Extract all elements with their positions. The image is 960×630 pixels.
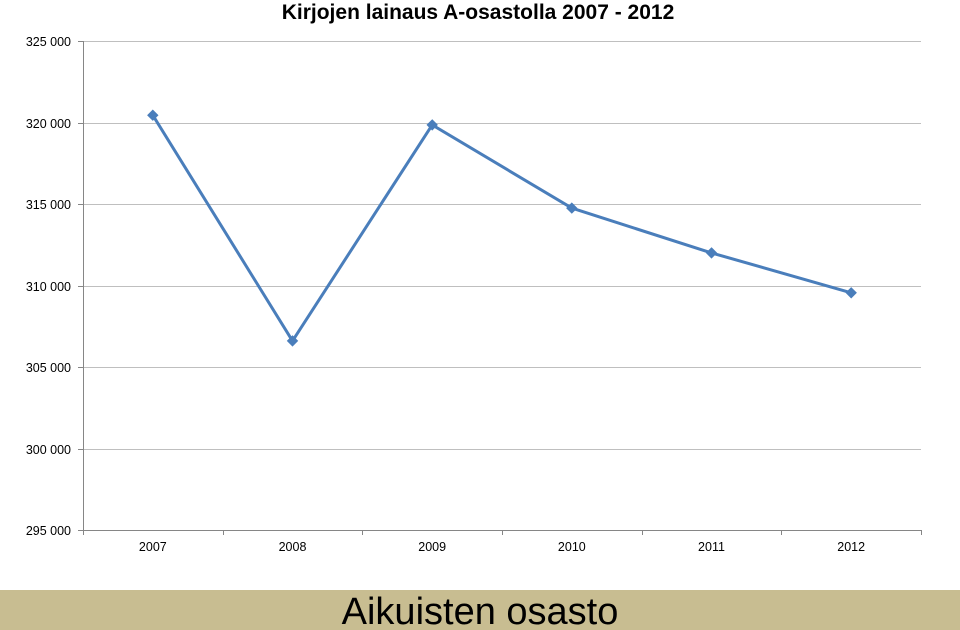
y-tick-labels: 295 000 300 000 305 000 310 000 315 000 320 0… bbox=[26, 35, 71, 538]
data-point-marker bbox=[845, 287, 857, 299]
x-tick-label: 2010 bbox=[558, 540, 586, 554]
chart-title: Kirjojen lainaus A-osastolla 2007 - 2012 bbox=[282, 1, 675, 24]
y-tick-label: 325 000 bbox=[26, 35, 71, 49]
y-tick-label: 315 000 bbox=[26, 198, 71, 212]
chart-canvas: Kirjojen lainaus A-osastolla 2007 - 2012… bbox=[26, 1, 922, 554]
data-point-marker bbox=[705, 247, 718, 259]
footer-title: Aikuisten osasto bbox=[341, 591, 619, 630]
y-tick-label: 305 000 bbox=[26, 361, 71, 375]
gridlines bbox=[83, 41, 921, 450]
x-tick-labels: 2007 2008 2009 2010 2011 2012 bbox=[139, 540, 865, 554]
data-point-marker bbox=[426, 119, 438, 131]
x-tick-label: 2008 bbox=[279, 540, 307, 554]
data-point-marker bbox=[566, 202, 578, 214]
axes bbox=[78, 41, 922, 535]
data-point-marker bbox=[147, 109, 159, 121]
x-tick-label: 2007 bbox=[139, 540, 167, 554]
x-tick-label: 2011 bbox=[698, 540, 725, 554]
y-tick-label: 295 000 bbox=[26, 524, 71, 538]
y-tick-label: 300 000 bbox=[26, 443, 71, 457]
line-chart: Kirjojen lainaus A-osastolla 2007 - 2012… bbox=[26, 1, 922, 554]
footer-banner: Aikuisten osasto bbox=[0, 590, 960, 630]
series-line bbox=[151, 114, 852, 343]
series-layer bbox=[147, 109, 857, 347]
x-tick-label: 2012 bbox=[837, 540, 865, 554]
y-tick-label: 310 000 bbox=[26, 280, 71, 294]
x-tick-label: 2009 bbox=[418, 540, 446, 554]
y-tick-label: 320 000 bbox=[26, 117, 71, 131]
data-point-marker bbox=[286, 335, 299, 347]
